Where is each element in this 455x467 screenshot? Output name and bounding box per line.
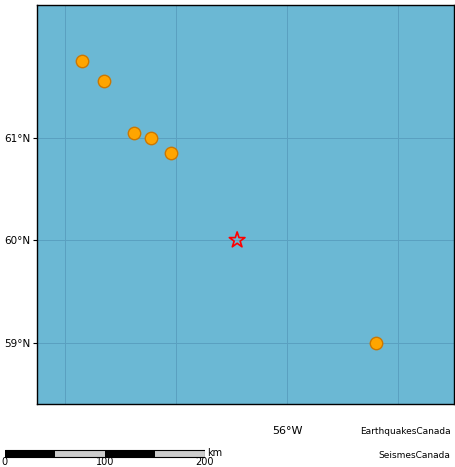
- Point: [372, 339, 379, 346]
- Point: [233, 236, 241, 244]
- Text: EarthquakesCanada: EarthquakesCanada: [360, 427, 450, 437]
- Bar: [5, 450, 55, 457]
- Point: [131, 129, 138, 136]
- Text: 0: 0: [1, 457, 8, 467]
- Text: 200: 200: [196, 457, 214, 467]
- Bar: [5, 450, 205, 457]
- Point: [78, 57, 86, 65]
- Text: 100: 100: [96, 457, 114, 467]
- Text: SeismesCanada: SeismesCanada: [379, 451, 450, 460]
- Bar: [55, 450, 105, 457]
- Bar: [105, 450, 155, 457]
- Text: 56°W: 56°W: [272, 426, 303, 436]
- Point: [100, 78, 107, 85]
- Point: [147, 134, 155, 142]
- Text: km: km: [207, 448, 222, 458]
- Point: [167, 149, 174, 157]
- Bar: [155, 450, 205, 457]
